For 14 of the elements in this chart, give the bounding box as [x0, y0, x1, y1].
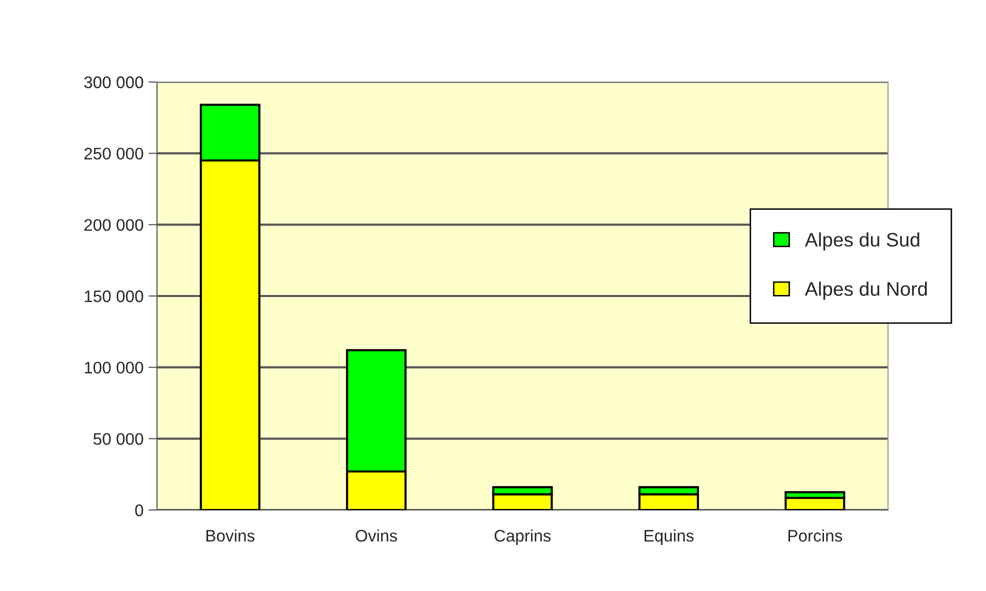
y-tick-label: 150 000 [84, 290, 144, 302]
y-tick-label: 50 000 [94, 433, 144, 445]
y-tick-label: 250 000 [84, 148, 144, 160]
y-tick-label: 300 000 [84, 76, 144, 88]
legend-label: Alpes du Sud [804, 232, 920, 250]
x-tick-label: Porcins [788, 529, 842, 542]
y-tick-label: 0 [135, 504, 144, 516]
y-tick-label: 100 000 [84, 362, 144, 374]
x-tick-label: Ovins [356, 529, 397, 542]
x-tick-label: Bovins [206, 529, 255, 542]
x-tick-label: Caprins [494, 529, 551, 545]
y-tick-label: 200 000 [84, 219, 144, 231]
legend-label: Alpes du Nord [804, 282, 927, 300]
x-tick-label: Equins [644, 529, 694, 545]
